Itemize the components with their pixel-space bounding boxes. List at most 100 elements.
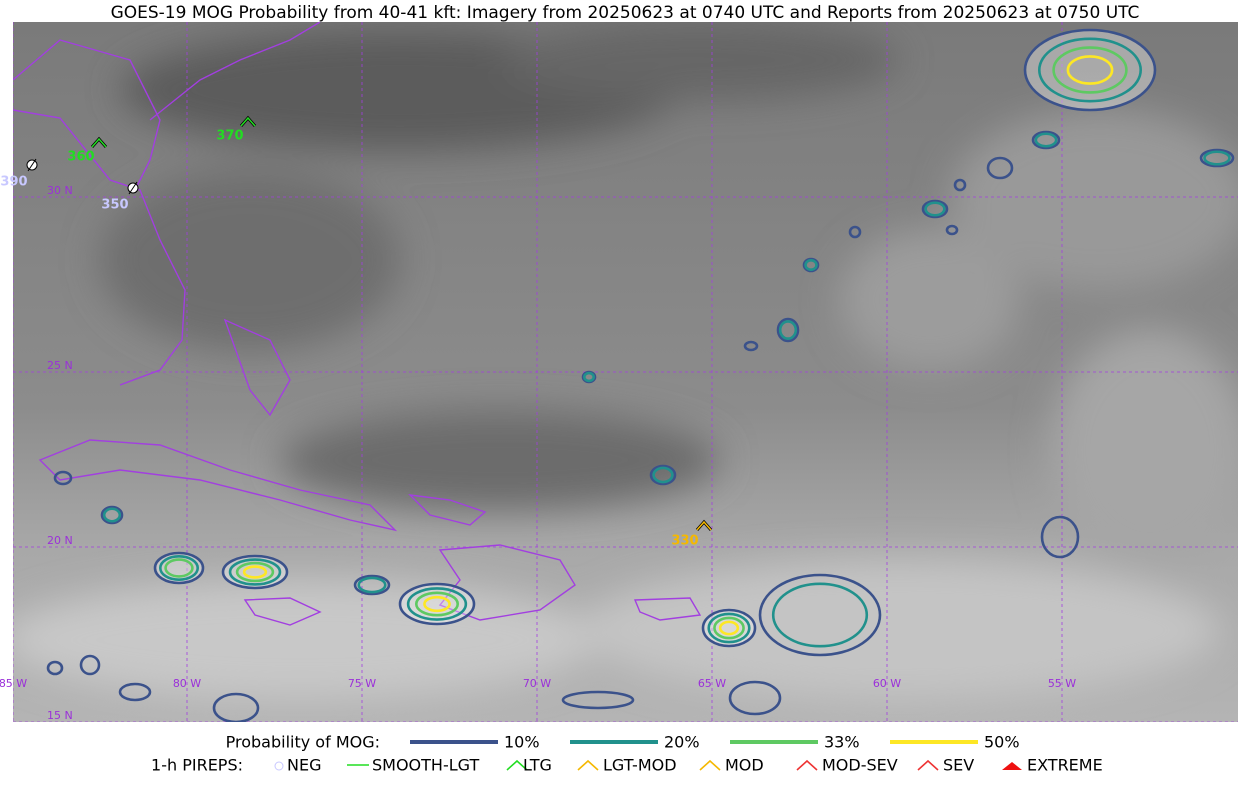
lon-label: 80 W: [173, 677, 201, 690]
legend-symbol: [577, 759, 599, 771]
contour: [53, 470, 73, 486]
contour: [701, 608, 757, 648]
contour: [583, 371, 595, 383]
contour: [707, 612, 751, 644]
contour: [357, 576, 387, 594]
legend-label: MOD-SEV: [822, 756, 898, 775]
pirep-symbol: [240, 116, 256, 127]
pirep-level: 390: [0, 175, 27, 190]
contour: [102, 507, 122, 523]
coastlines: [13, 22, 702, 626]
legend-label: EXTREME: [1027, 756, 1103, 775]
lon-label: 70 W: [523, 677, 551, 690]
contour: [1031, 130, 1061, 150]
contour: [221, 554, 289, 590]
lat-label: 25 N: [47, 359, 73, 372]
lat-label: 30 N: [47, 184, 73, 197]
contour: [652, 466, 674, 484]
mog-contours: [46, 28, 1235, 722]
contour: [758, 573, 882, 657]
contour: [921, 199, 949, 219]
pirep-level: 370: [216, 129, 243, 144]
contour: [1052, 46, 1128, 94]
legend-label: NEG: [287, 756, 321, 775]
contour: [1038, 37, 1143, 103]
contour: [728, 680, 782, 716]
satellite-image: [13, 22, 1238, 722]
legend-label: 20%: [664, 733, 700, 752]
contour: [212, 692, 260, 722]
contour: [718, 620, 740, 636]
contour: [802, 257, 820, 273]
contour: [118, 682, 152, 702]
contour: [406, 587, 468, 621]
legend-symbol: [506, 759, 528, 771]
contour: [242, 565, 268, 579]
legend-label: 50%: [984, 733, 1020, 752]
pirep-symbol: [91, 137, 107, 148]
contour: [164, 558, 194, 578]
legend-title: 1-h PIREPS:: [151, 756, 243, 775]
legend-label: MOD: [725, 756, 764, 775]
contour: [771, 582, 869, 648]
pirep-symbol: [27, 158, 37, 172]
legend-label: LTG: [523, 756, 552, 775]
legend-symbol: [274, 761, 284, 771]
contour: [1066, 55, 1114, 85]
legend-label: SMOOTH-LGT: [372, 756, 479, 775]
legend-label: 33%: [824, 733, 860, 752]
pirep-symbol: [696, 520, 712, 531]
contour: [423, 595, 451, 613]
lon-label: 55 W: [1048, 677, 1076, 690]
pirep-level: 350: [101, 198, 128, 213]
legend-label: 10%: [504, 733, 540, 752]
lat-label: 20 N: [47, 534, 73, 547]
contour: [153, 551, 205, 585]
contour: [945, 224, 959, 236]
contour: [79, 654, 101, 676]
contour: [1040, 515, 1080, 559]
graticule: [13, 22, 1238, 722]
contour: [158, 554, 200, 581]
contour: [1203, 150, 1231, 166]
lon-label: 65 W: [698, 677, 726, 690]
contour: [986, 156, 1014, 180]
lon-label: 75 W: [348, 677, 376, 690]
contour: [561, 690, 635, 710]
contour: [848, 225, 862, 239]
title: GOES-19 MOG Probability from 40-41 kft: …: [111, 3, 1140, 23]
contour: [1023, 28, 1157, 112]
contour: [414, 591, 460, 617]
lat-label: 15 N: [47, 709, 73, 722]
contour: [776, 317, 800, 343]
contour: [953, 178, 967, 192]
contour: [1034, 132, 1058, 148]
pirep-level: 330: [671, 534, 698, 549]
contour: [743, 340, 759, 352]
contour: [713, 616, 745, 640]
contour: [46, 660, 64, 676]
pirep-level: 360: [67, 150, 94, 165]
contour: [100, 505, 124, 525]
legend-title: Probability of MOG:: [226, 733, 380, 752]
contour: [235, 561, 275, 583]
contour: [804, 259, 818, 271]
legend-label: LGT-MOD: [603, 756, 677, 775]
legend-label: SEV: [943, 756, 974, 775]
contour: [649, 464, 677, 486]
legend-symbol: [699, 759, 721, 771]
legend-symbol: [796, 759, 818, 771]
lon-label: 85 W: [0, 677, 27, 690]
contour: [778, 320, 798, 340]
contour: [228, 558, 282, 586]
contour: [1199, 148, 1235, 168]
contour: [353, 574, 391, 596]
legend-symbol: [1002, 762, 1022, 770]
contour: [924, 201, 946, 217]
contour: [398, 582, 476, 626]
lon-label: 60 W: [873, 677, 901, 690]
pirep-symbol: [128, 181, 138, 195]
legend-symbol: [917, 759, 939, 771]
